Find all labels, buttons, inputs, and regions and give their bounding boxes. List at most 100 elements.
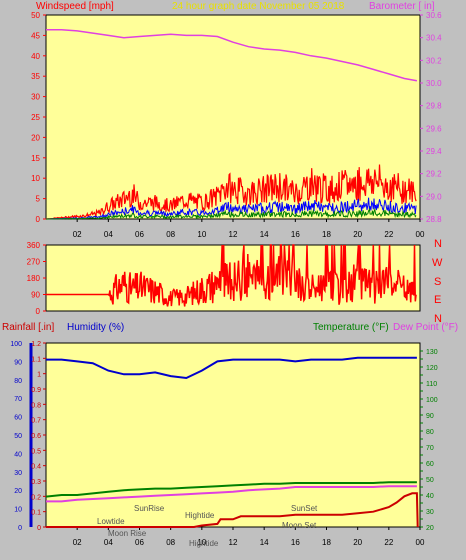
temperature-tick-label-120: 120 (426, 365, 438, 372)
humidity-tick-label-70: 70 (14, 396, 22, 403)
rain-tick-label-0.9: 0.9 (31, 387, 41, 394)
barometer-tick-label-28.8: 28.8 (426, 215, 442, 224)
humidity-tick-label-0: 0 (18, 525, 22, 532)
windspeed-axis-label: Windspeed [mph] (36, 1, 114, 12)
time-tick-label-08: 08 (166, 230, 175, 239)
time-tick-label-00: 00 (416, 230, 425, 239)
temperature-tick-label-50: 50 (426, 477, 434, 484)
windspeed-average-line (46, 197, 417, 220)
event-hightide-label: Hightide (185, 511, 215, 520)
series-line-humidity (46, 356, 417, 380)
temperature-tick-label-80: 80 (426, 429, 434, 436)
time-tick-label-06: 06 (135, 230, 144, 239)
temperature-tick-label-60: 60 (426, 461, 434, 468)
event-moonrise: Moon Rise (108, 529, 147, 538)
wind-direction-line (46, 244, 417, 307)
rain-tick-label-1: 1 (37, 372, 41, 379)
time-tick-label-10: 10 (197, 230, 206, 239)
humidity-axis-label: Humidity (%) (67, 322, 124, 333)
rain-tick-label-0.5: 0.5 (31, 448, 41, 455)
bottom-time-tick-label-22: 22 (384, 538, 393, 547)
wind-tick-label-0: 0 (36, 215, 41, 224)
time-tick-label-14: 14 (260, 230, 269, 239)
rain-tick-label-0.3: 0.3 (31, 479, 41, 486)
rain-tick-label-0.7: 0.7 (31, 418, 41, 425)
barometer-tick-label-29.4: 29.4 (426, 147, 442, 156)
temperature-tick-label-70: 70 (426, 445, 434, 452)
series-line-dew-point (46, 485, 417, 503)
direction-letter-n-bottom: N (434, 313, 442, 325)
humidity-tick-label-40: 40 (14, 451, 22, 458)
rain-tick-label-0.8: 0.8 (31, 402, 41, 409)
bottom-time-tick-label-20: 20 (353, 538, 362, 547)
bottom-time-tick-label-06: 06 (135, 538, 144, 547)
bottom-time-tick-label-12: 12 (229, 538, 238, 547)
barometer-tick-label-30.4: 30.4 (426, 34, 442, 43)
wind-tick-label-20: 20 (31, 133, 40, 142)
time-tick-label-02: 02 (73, 230, 82, 239)
barometer-line (46, 28, 418, 82)
barometer-tick-label-30.2: 30.2 (426, 56, 442, 65)
event-sunrise: SunRise (134, 504, 165, 513)
direction-letter-w: W (432, 257, 443, 269)
time-tick-label-20: 20 (353, 230, 362, 239)
direction-letter-e: E (434, 294, 441, 306)
barometer-tick-label-30.6: 30.6 (426, 11, 442, 20)
direction-letter-s: S (434, 276, 441, 288)
graph-date-title: 24 hour graph date November 05 2018 (172, 1, 345, 12)
wind-tick-label-15: 15 (31, 154, 40, 163)
humidity-tick-label-90: 90 (14, 359, 22, 366)
wind-tick-label-35: 35 (31, 72, 40, 81)
temperature-tick-label-130: 130 (426, 349, 438, 356)
direction-tick-label-180: 180 (27, 274, 41, 283)
plot-layer: 0510152025303540455028.829.029.229.429.6… (10, 11, 442, 547)
temperature-tick-label-30: 30 (426, 509, 434, 516)
temperature-tick-label-20: 20 (426, 525, 434, 532)
event-sunset: SunSet (291, 504, 318, 513)
temperature-axis-label: Temperature (°F) (313, 322, 389, 333)
rain-tick-label-0.6: 0.6 (31, 433, 41, 440)
rain-tick-label-0.2: 0.2 (31, 494, 41, 501)
rainfall-axis-label: Rainfall [.in] (2, 322, 54, 333)
wind-tick-label-50: 50 (31, 11, 40, 20)
bottom-time-tick-label-00: 00 (416, 538, 425, 547)
windspeed-low-line (46, 207, 417, 220)
barometer-tick-label-29.6: 29.6 (426, 124, 442, 133)
wind-tick-label-30: 30 (31, 93, 40, 102)
event-lowtide: Lowtide (97, 517, 125, 526)
temperature-tick-label-110: 110 (426, 381, 437, 388)
temperature-tick-label-40: 40 (426, 493, 434, 500)
barometer-tick-label-30: 30.0 (426, 79, 442, 88)
direction-tick-label-360: 360 (27, 241, 41, 250)
rain-tick-label-1.1: 1.1 (31, 356, 41, 363)
bottom-time-tick-label-10: 10 (197, 538, 206, 547)
rain-tick-label-1.2: 1.2 (31, 341, 41, 348)
time-tick-label-16: 16 (291, 230, 300, 239)
barometer-tick-label-29: 29.0 (426, 192, 442, 201)
barometer-tick-label-29.8: 29.8 (426, 102, 442, 111)
event-moonset: Moon Set (282, 521, 317, 530)
humidity-tick-label-100: 100 (10, 341, 22, 348)
windspeed-gust-line (46, 164, 417, 220)
wind-tick-label-25: 25 (31, 113, 40, 122)
time-tick-label-12: 12 (229, 230, 238, 239)
series-line-rainfall (46, 492, 419, 528)
bottom-time-tick-label-18: 18 (322, 538, 331, 547)
rain-tick-label-0: 0 (37, 525, 41, 532)
wind-tick-label-40: 40 (31, 52, 40, 61)
time-tick-label-18: 18 (322, 230, 331, 239)
wind-tick-label-5: 5 (36, 195, 41, 204)
time-tick-label-22: 22 (384, 230, 393, 239)
barometer-axis-label: Barometer [ in] (369, 1, 435, 12)
barometer-tick-label-29.2: 29.2 (426, 170, 442, 179)
bottom-time-tick-label-14: 14 (260, 538, 269, 547)
humidity-tick-label-10: 10 (14, 507, 22, 514)
direction-tick-label-0: 0 (36, 307, 41, 316)
direction-tick-label-270: 270 (27, 258, 41, 267)
series-line-temperature (45, 481, 417, 498)
time-tick-label-04: 04 (104, 230, 113, 239)
humidity-tick-label-60: 60 (14, 415, 22, 422)
temperature-tick-label-90: 90 (426, 413, 434, 420)
